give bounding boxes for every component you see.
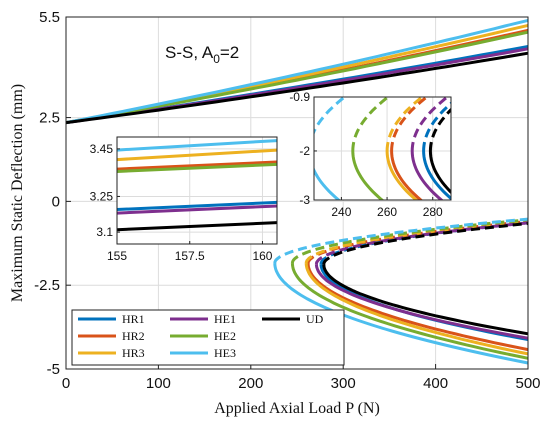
inset-right-curves — [314, 97, 451, 200]
legend-label-ud: UD — [306, 312, 324, 326]
condition-annotation: S-S, A0=2 — [165, 43, 239, 66]
legend-label-he3: HE3 — [214, 346, 236, 360]
inset-left-line-hr3 — [116, 148, 278, 162]
inset-right-background — [314, 97, 451, 200]
x-axis-label: Applied Axial Load P (N) — [214, 400, 380, 417]
legend: HR1 HR2 HR3 HE1 HE2 HE3 UD — [71, 309, 345, 366]
inset-right-unstable-hr1 — [422, 101, 451, 152]
y-tick-label: 0 — [52, 193, 60, 210]
inset-right-x-tick-label: 240 — [331, 205, 351, 219]
series-ud-lower-branch — [322, 264, 529, 336]
series-he3-unstable-branch — [273, 217, 529, 264]
annotation-main: S-S, A — [165, 43, 214, 62]
inset-right-stable-hr1 — [422, 150, 451, 200]
inset-left-x-tick-label: 155 — [107, 249, 127, 263]
series-he1-unstable-branch — [314, 221, 529, 265]
series-he2-upper-branch — [65, 30, 529, 125]
inset-right-unstable-he2 — [351, 97, 391, 152]
legend-label-hr3: HR3 — [122, 346, 145, 360]
series-ud-unstable-branch — [322, 222, 529, 265]
inset-right-y-tick-label: -0.9 — [289, 90, 310, 104]
y-tick-label: -2.5 — [34, 277, 60, 294]
inset-left-line-he1 — [116, 204, 278, 215]
inset-right-stable-he2 — [351, 150, 385, 200]
inset-right-unstable-hr3 — [385, 97, 425, 152]
series-he3-upper-branch — [65, 18, 529, 125]
inset-right-stable-ud — [428, 150, 451, 195]
legend-label-he1: HE1 — [214, 312, 236, 326]
x-tick-label: 200 — [238, 375, 263, 392]
inset-left-y-tick-label: 3.45 — [90, 142, 114, 156]
inset-left-line-he3 — [116, 139, 278, 152]
y-tick-label: 2.5 — [39, 110, 60, 127]
legend-label-hr1: HR1 — [122, 312, 145, 326]
inset-left-y-tick-label: 3.1 — [96, 225, 113, 239]
x-tick-label: 0 — [62, 375, 70, 392]
inset-right-unstable-ud — [428, 107, 451, 152]
inset-right-x-tick-label: 260 — [377, 205, 397, 219]
inset-left-line-he2 — [116, 162, 278, 173]
x-tick-label: 100 — [146, 375, 171, 392]
inset-left-x-tick-label: 160 — [252, 249, 272, 263]
inset-left-x-tick-label: 157.5 — [175, 249, 205, 263]
main-axis-ticks: 0 100 200 300 400 500 5.5 2.5 0 -2.5 -5 — [34, 9, 540, 392]
y-axis-label: Maximum Static Deflection (mm) — [9, 84, 26, 302]
inset-left-line-ud — [116, 221, 278, 232]
inset-right-unstable-he1 — [410, 97, 450, 152]
annotation-rest: =2 — [220, 43, 239, 62]
inset-left-frame — [116, 136, 278, 245]
x-tick-label: 400 — [423, 375, 448, 392]
x-tick-label: 300 — [331, 375, 356, 392]
annotation-subscript: 0 — [213, 52, 220, 66]
series-he1-lower-branch — [314, 264, 529, 340]
inset-left-line-hr2 — [116, 160, 278, 171]
series-ud-upper-branch — [65, 51, 529, 125]
inset-right-stable-hr3 — [385, 150, 419, 200]
x-tick-label: 500 — [515, 375, 540, 392]
inset-left-y-tick-label: 3.25 — [90, 189, 114, 203]
main-plot-frame — [65, 16, 529, 370]
inset-right-stable-he1 — [410, 150, 444, 200]
y-tick-label: -5 — [47, 361, 60, 378]
main-series — [65, 18, 529, 365]
legend-label-he2: HE2 — [214, 329, 236, 343]
inset-right-x-tick-label: 280 — [423, 205, 443, 219]
inset-right-frame — [313, 96, 452, 201]
y-tick-label: 5.5 — [39, 9, 60, 26]
inset-left-zoom: 155 157.5 160 3.45 3.25 3.1 — [90, 136, 278, 263]
inset-right-stable-hr2 — [390, 150, 424, 200]
inset-right-zoom: 240 260 280 -0.9 -2 -3 — [289, 90, 452, 219]
legend-label-hr2: HR2 — [122, 329, 145, 343]
inset-left-line-hr1 — [116, 200, 278, 212]
series-he2-lower-branch — [290, 263, 529, 360]
series-hr3-lower-branch — [304, 263, 529, 356]
inset-right-unstable-hr2 — [390, 97, 430, 152]
inset-right-y-tick-label: -3 — [299, 193, 310, 207]
series-hr2-lower-branch — [306, 263, 529, 352]
inset-right-y-tick-label: -2 — [299, 144, 310, 158]
